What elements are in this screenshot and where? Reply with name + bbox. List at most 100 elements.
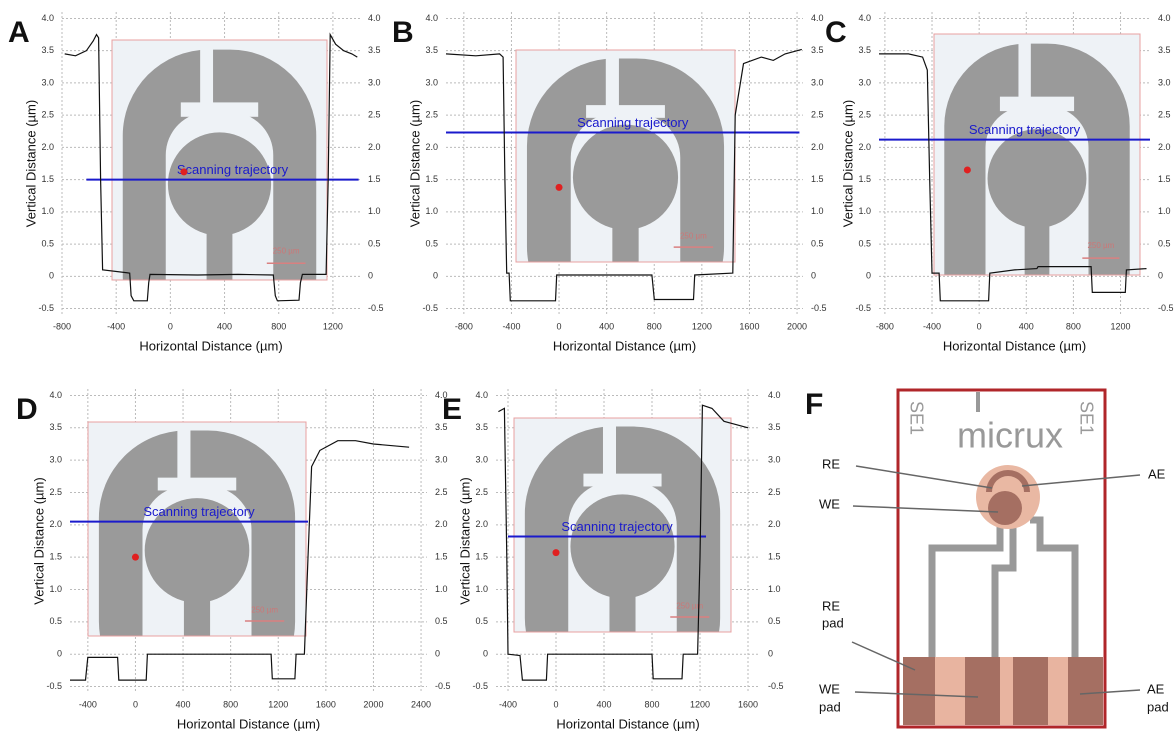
x-tick-label: 800 <box>1066 321 1081 331</box>
trace <box>928 525 1004 657</box>
chart: -0.5 0 0.5 1.0 1.5 2.0 2.5 3.0 3.5 4.0 -0.5 0 0.5 1.0… <box>16 389 451 731</box>
y-tick-label: 1.0 <box>858 206 871 216</box>
y2-tick-label: 1.0 <box>435 584 448 594</box>
electrode-stem <box>1024 214 1050 275</box>
callout <box>1079 689 1141 695</box>
y2-tick-label: 2.5 <box>768 487 781 497</box>
y2-tick-label: 1.5 <box>435 552 448 562</box>
y2-tick-label: 1.0 <box>768 584 781 594</box>
y2-tick-label: 1.5 <box>1158 174 1171 184</box>
y2-tick-label: 2.5 <box>1158 110 1171 120</box>
y-tick-label: 2.0 <box>41 142 54 152</box>
y-tick-label: 3.5 <box>858 45 871 55</box>
y-axis-label: Vertical Distance (µm) <box>840 100 855 227</box>
x-tick-label: 800 <box>223 699 238 709</box>
y-axis-label: Vertical Distance (µm) <box>407 100 422 227</box>
y-tick-label: 3.0 <box>425 77 438 87</box>
y2-tick-label: 1.5 <box>368 174 381 184</box>
y2-tick-label: 3.0 <box>368 77 381 87</box>
y-tick-label: 0.5 <box>425 238 438 248</box>
panel-label: B <box>392 16 414 49</box>
callout <box>852 505 999 513</box>
y2-tick-label: 3.5 <box>768 422 781 432</box>
x-tick-label: -400 <box>499 699 517 709</box>
annotation: Scanning trajectory <box>577 115 689 130</box>
pad <box>903 657 935 725</box>
y2-tick-label: 2.5 <box>811 110 824 120</box>
y2-tick-label: 0 <box>368 271 373 281</box>
electrode-stem <box>609 578 636 632</box>
y-tick-label: 3.0 <box>475 455 488 465</box>
side-label: SE1 <box>1076 401 1096 435</box>
profile-line <box>445 48 802 302</box>
y-tick-label: 1.0 <box>41 206 54 216</box>
callout-label: pad <box>1147 699 1169 714</box>
device-diagram: F micrux SE1 SE1 RE WE AE RE pad WE <box>805 388 1169 729</box>
x-tick-label: 400 <box>1019 321 1034 331</box>
y2-tick-label: 3.0 <box>435 455 448 465</box>
y-axis-label: Vertical Distance (µm) <box>23 100 38 227</box>
y2-tick-label: 3.0 <box>768 455 781 465</box>
y-tick-label: 0.5 <box>475 616 488 626</box>
y-tick-label: 0 <box>866 271 871 281</box>
y-tick-label: 0 <box>483 649 488 659</box>
electrode-stem <box>206 220 233 280</box>
x-axis-label: Horizontal Distance (µm) <box>553 338 696 353</box>
y2-tick-label: -0.5 <box>768 681 784 691</box>
panel-label: F <box>805 388 823 421</box>
x-tick-label: 2000 <box>363 699 383 709</box>
inset-image <box>934 34 1140 275</box>
callout <box>1021 474 1141 487</box>
annotation: Scanning trajectory <box>177 162 289 177</box>
y-tick-label: 1.5 <box>475 552 488 562</box>
y2-tick-label: 2.0 <box>1158 142 1171 152</box>
callout-label: AE <box>1148 466 1166 481</box>
chart: -0.5 0 0.5 1.0 1.5 2.0 2.5 3.0 3.5 4.0 -0.5 0 0.5 1.0… <box>442 389 784 731</box>
x-tick-label: 2400 <box>411 699 431 709</box>
x-tick-label: 1200 <box>1111 321 1131 331</box>
y-tick-label: 1.5 <box>41 174 54 184</box>
callout-label: pad <box>819 699 841 714</box>
callout-label: WE <box>819 681 840 696</box>
x-tick-label: 800 <box>647 321 662 331</box>
trace <box>1030 516 1079 657</box>
y-tick-label: 4.0 <box>41 13 54 23</box>
arch-cut <box>602 418 616 483</box>
annotation: Scanning trajectory <box>143 504 255 519</box>
inset-image <box>516 50 735 262</box>
x-tick-label: 400 <box>176 699 191 709</box>
electrode-disc <box>572 124 679 230</box>
x-tick-label: 1600 <box>738 699 758 709</box>
y2-tick-label: 1.0 <box>368 206 381 216</box>
arch-cut <box>200 40 214 112</box>
x-tick-label: -400 <box>79 699 97 709</box>
inset-image <box>514 418 731 632</box>
y2-tick-label: 2.0 <box>768 519 781 529</box>
y2-tick-label: 4.0 <box>768 390 781 400</box>
y-tick-label: -0.5 <box>38 303 54 313</box>
x-tick-label: 800 <box>271 321 286 331</box>
x-tick-label: -400 <box>923 321 941 331</box>
x-tick-label: 0 <box>557 321 562 331</box>
y2-tick-label: 4.0 <box>811 13 824 23</box>
x-tick-label: -800 <box>53 321 71 331</box>
y-tick-label: 0.5 <box>41 238 54 248</box>
x-tick-label: 1200 <box>323 321 343 331</box>
y2-tick-label: 0.5 <box>368 238 381 248</box>
y-axis-label: Vertical Distance (µm) <box>457 477 472 604</box>
callout-label: AE <box>1147 681 1165 696</box>
trace <box>991 525 1017 657</box>
profile-line <box>879 53 1147 302</box>
y-tick-label: 2.0 <box>425 142 438 152</box>
position-marker <box>180 168 188 176</box>
callout <box>851 641 916 671</box>
y2-tick-label: 2.0 <box>368 142 381 152</box>
x-tick-label: 800 <box>644 699 659 709</box>
y2-tick-label: 1.0 <box>1158 206 1171 216</box>
inset-image <box>112 40 327 280</box>
y-tick-label: 1.0 <box>425 206 438 216</box>
y-tick-label: 2.5 <box>49 487 62 497</box>
callout-label: RE <box>822 598 840 613</box>
electrode-stem <box>612 209 639 262</box>
